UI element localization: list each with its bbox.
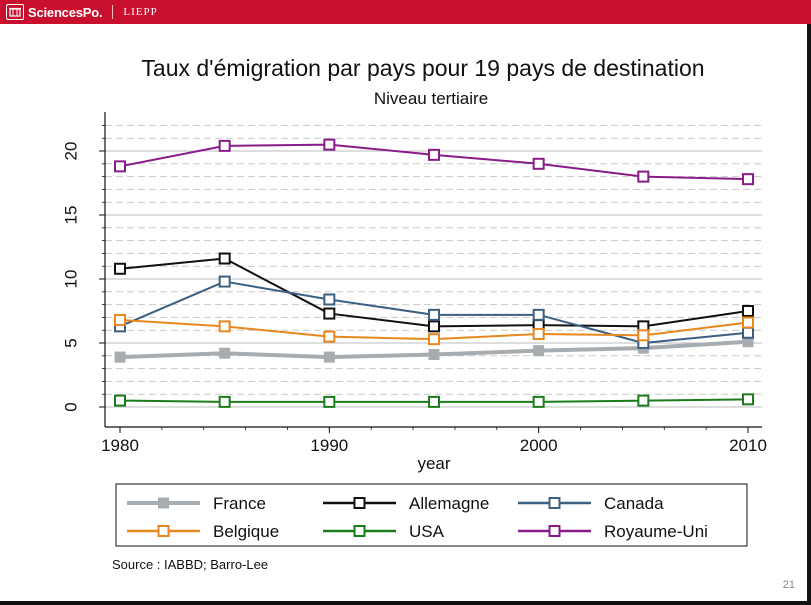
y-tick-label: 10: [61, 270, 80, 289]
data-point-allemagne: [742, 305, 754, 317]
data-point-royaume-uni: [742, 173, 754, 186]
legend-label-allemagne: Allemagne: [409, 494, 489, 513]
source-note: Source : IABBD; Barro-Lee: [112, 557, 269, 572]
data-point-belgique: [218, 320, 231, 333]
data-point-france: [533, 345, 545, 357]
brand-name: SciencesPo.: [28, 4, 103, 20]
x-tick-label: 1990: [310, 436, 348, 455]
data-point-royaume-uni: [637, 170, 650, 183]
data-point-belgique: [742, 316, 754, 329]
x-tick-label: 2000: [520, 436, 558, 455]
legend-marker-france: [158, 497, 169, 509]
data-point-canada: [218, 275, 231, 288]
data-point-usa: [742, 393, 754, 406]
legend-label-belgique: Belgique: [213, 522, 279, 541]
data-point-royaume-uni: [428, 148, 440, 161]
data-point-france: [323, 351, 335, 363]
data-point-allemagne: [323, 307, 336, 320]
data-point-france: [742, 336, 754, 348]
building-icon: [6, 4, 24, 20]
legend-marker-canada: [548, 497, 561, 509]
y-tick-label: 5: [61, 338, 80, 347]
legend-label-usa: USA: [409, 522, 445, 541]
x-axis-label: year: [417, 454, 450, 473]
data-point-royaume-uni: [323, 138, 336, 151]
data-point-canada: [532, 308, 545, 321]
sciencespo-logo: SciencesPo.: [0, 0, 103, 24]
data-point-usa: [218, 395, 231, 408]
header-divider: [112, 5, 114, 19]
data-point-usa: [323, 395, 336, 408]
slide-border: [0, 601, 811, 605]
legend-marker-usa: [353, 525, 366, 537]
legend-box: [115, 483, 748, 547]
y-tick-label: 0: [61, 402, 80, 411]
legend-marker-allemagne: [353, 497, 366, 509]
legend-marker-royaume-uni: [548, 525, 561, 537]
chart-title: Taux d'émigration par pays pour 19 pays …: [141, 55, 704, 81]
data-point-usa: [114, 394, 126, 407]
data-point-france: [114, 351, 126, 363]
y-tick-label: 15: [61, 206, 80, 225]
data-point-royaume-uni: [218, 139, 231, 152]
legend-marker-belgique: [157, 525, 170, 537]
data-point-canada: [428, 308, 440, 321]
data-point-france: [219, 347, 231, 359]
data-point-allemagne: [218, 252, 231, 265]
data-point-usa: [532, 395, 545, 408]
page-number: 21: [782, 579, 795, 591]
data-point-belgique: [323, 330, 336, 343]
x-tick-label: 1980: [101, 436, 139, 455]
data-point-usa: [428, 395, 440, 408]
data-point-belgique: [114, 313, 126, 326]
header-bar: SciencesPo. LIEPP: [0, 0, 811, 24]
data-point-belgique: [428, 333, 440, 346]
data-point-canada: [742, 326, 754, 339]
data-point-france: [428, 349, 440, 361]
data-point-royaume-uni: [114, 160, 126, 173]
data-point-canada: [323, 293, 336, 306]
legend-label-canada: Canada: [604, 494, 664, 513]
data-point-usa: [637, 394, 650, 407]
chart-subtitle: Niveau tertiaire: [374, 89, 488, 108]
y-tick-label: 20: [61, 142, 80, 161]
data-point-belgique: [637, 329, 650, 342]
x-tick-label: 2010: [729, 436, 767, 455]
data-point-belgique: [532, 328, 545, 341]
data-point-allemagne: [114, 262, 126, 275]
legend-label-royaume-uni: Royaume-Uni: [604, 522, 708, 541]
legend-label-france: France: [213, 494, 266, 513]
data-point-allemagne: [428, 320, 440, 333]
data-point-royaume-uni: [532, 157, 545, 170]
unit-name: LIEPP: [123, 6, 158, 18]
slide-border: [807, 24, 811, 605]
